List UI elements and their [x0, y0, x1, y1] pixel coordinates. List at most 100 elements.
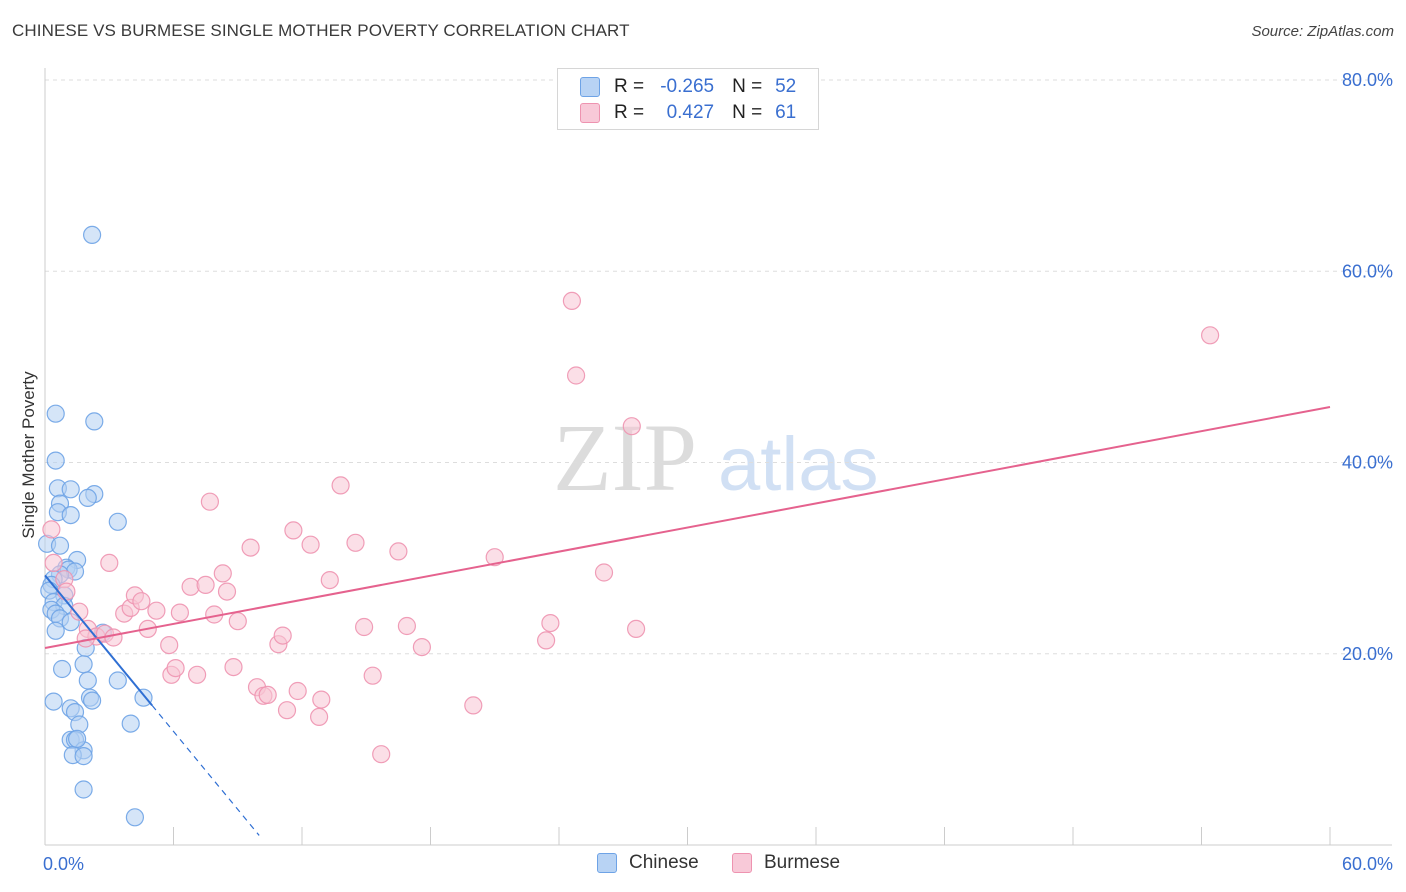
legend-r-label: R = — [614, 102, 645, 123]
burmese-point — [541, 613, 560, 633]
series-legend-burmese[interactable]: Burmese — [732, 852, 840, 874]
burmese-point — [228, 612, 247, 631]
chinese-point — [108, 671, 127, 690]
x-tick-label: 0.0% — [43, 854, 84, 874]
burmese-point — [70, 602, 89, 621]
legend-n-label: N = — [732, 102, 763, 123]
burmese-point — [288, 681, 307, 701]
burmese-point — [170, 603, 189, 622]
y-tick-label: 80.0% — [1342, 70, 1393, 90]
watermark-atlas: atlas — [718, 422, 879, 507]
axes — [44, 68, 1392, 846]
source-label: Source: ZipAtlas.com — [1251, 23, 1394, 40]
burmese-point — [622, 417, 641, 436]
burmese-point — [166, 658, 185, 678]
burmese-point — [389, 542, 408, 561]
burmese-point — [320, 570, 339, 590]
chinese-point — [52, 659, 72, 679]
chinese-point — [46, 621, 65, 640]
x-tick-label: 60.0% — [1342, 854, 1393, 874]
burmese-point — [626, 619, 646, 639]
burmese-point — [594, 563, 614, 582]
chinese-point — [61, 505, 80, 525]
legend-n-value: 52 — [775, 76, 797, 97]
burmese-point — [1200, 326, 1220, 345]
burmese-point — [566, 366, 586, 385]
chinese-trendline-extension — [151, 705, 260, 836]
burmese-point — [277, 701, 297, 720]
series-label-burmese: Burmese — [764, 852, 841, 873]
watermark-zip: ZIP — [553, 404, 697, 511]
burmese-point — [241, 538, 260, 557]
series-legend: Chinese Burmese — [0, 852, 1406, 878]
chinese-point — [78, 671, 97, 690]
y-tick-label: 40.0% — [1342, 453, 1393, 473]
legend-r-value: 0.427 — [666, 102, 715, 123]
burmese-point — [188, 665, 207, 684]
trendlines — [44, 406, 1331, 836]
burmese-point — [464, 696, 483, 715]
burmese-point — [200, 492, 219, 511]
burmese-points — [42, 291, 1220, 764]
burmese-point — [562, 291, 582, 310]
burmese-point — [355, 617, 374, 637]
burmese-point — [485, 548, 504, 567]
chinese-point — [46, 404, 65, 423]
tick-labels: 20.0% 40.0% 60.0% 80.0% 0.0% 60.0% — [43, 70, 1393, 874]
burmese-point — [273, 626, 292, 645]
burmese-point — [147, 601, 166, 620]
legend-row-chinese: R = -0.265 N = 52 — [580, 74, 796, 100]
legend-n-label: N = — [732, 76, 763, 97]
burmese-point — [57, 582, 76, 601]
burmese-point — [284, 521, 303, 540]
burmese-point — [346, 533, 365, 552]
series-label-chinese: Chinese — [629, 852, 699, 873]
chinese-point — [82, 691, 102, 710]
chinese-point — [61, 480, 80, 499]
burmese-point — [258, 685, 277, 705]
chinese-point — [134, 688, 153, 707]
y-tick-label: 20.0% — [1342, 644, 1393, 664]
legend-swatch-chinese — [580, 77, 600, 97]
y-tick-label: 60.0% — [1342, 261, 1393, 281]
burmese-point — [412, 637, 431, 657]
series-legend-chinese[interactable]: Chinese — [597, 852, 699, 874]
burmese-point — [100, 553, 119, 573]
chinese-point — [74, 746, 93, 766]
burmese-point — [372, 745, 391, 764]
legend-r-label: R = — [614, 76, 645, 97]
legend-swatch-burmese — [580, 103, 600, 123]
chinese-point — [85, 412, 104, 431]
series-swatch-burmese — [732, 853, 752, 873]
burmese-point — [224, 657, 243, 677]
chinese-point — [125, 808, 144, 827]
chinese-point — [44, 692, 63, 711]
burmese-point — [331, 476, 350, 495]
burmese-point — [44, 553, 63, 573]
chinese-point — [46, 451, 65, 470]
correlation-legend: R = -0.265 N = 52 R = 0.427 N = 61 — [557, 68, 819, 130]
burmese-point — [217, 582, 237, 601]
chinese-point — [121, 714, 140, 733]
chart-title: CHINESE VS BURMESE SINGLE MOTHER POVERTY… — [12, 21, 630, 40]
chinese-point — [74, 655, 93, 674]
burmese-point — [536, 631, 556, 650]
legend-row-burmese: R = 0.427 N = 61 — [580, 100, 796, 126]
burmese-point — [397, 616, 416, 636]
chinese-point — [78, 488, 97, 507]
grid-lines — [45, 79, 1392, 655]
chinese-point — [108, 512, 127, 531]
chinese-point — [74, 780, 93, 799]
legend-r-value: -0.265 — [660, 76, 715, 97]
burmese-point — [363, 666, 382, 685]
burmese-point — [160, 635, 179, 655]
burmese-point — [213, 564, 232, 583]
y-axis-label: Single Mother Poverty — [19, 371, 38, 539]
burmese-point — [310, 707, 329, 727]
chinese-point — [82, 225, 102, 244]
burmese-point — [196, 575, 215, 595]
chinese-trendline — [44, 574, 153, 707]
watermark: ZIP atlas — [553, 404, 879, 511]
chinese-point — [50, 536, 70, 555]
